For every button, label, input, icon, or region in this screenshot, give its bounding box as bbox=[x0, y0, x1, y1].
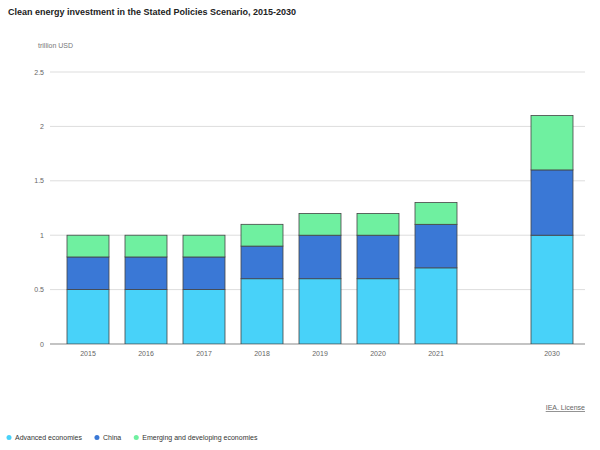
bar bbox=[241, 279, 283, 344]
grid-line bbox=[50, 72, 585, 73]
legend-marker bbox=[7, 435, 12, 440]
bar bbox=[125, 257, 167, 290]
bar bbox=[183, 290, 225, 344]
bar bbox=[67, 235, 109, 257]
y-tick-label: 0.5 bbox=[34, 286, 44, 293]
bars bbox=[67, 116, 573, 344]
title: Clean energy investment in the Stated Po… bbox=[8, 7, 296, 17]
grid-line bbox=[50, 180, 585, 181]
bar bbox=[299, 213, 341, 235]
x-tick-label: 2030 bbox=[544, 350, 560, 357]
x-tick-label: 2016 bbox=[138, 350, 154, 357]
y-tick-label: 2.5 bbox=[34, 69, 44, 76]
bar bbox=[415, 268, 457, 344]
x-tick-label: 2020 bbox=[370, 350, 386, 357]
bar bbox=[125, 235, 167, 257]
x-tick-label: 2017 bbox=[196, 350, 212, 357]
bar bbox=[531, 116, 573, 170]
y-axis-label: trillion USD bbox=[38, 42, 73, 49]
y-tick-label: 1.5 bbox=[34, 177, 44, 184]
chart: Clean energy investment in the Stated Po… bbox=[0, 0, 600, 450]
bar bbox=[415, 203, 457, 225]
y-tick-label: 0 bbox=[40, 341, 44, 348]
bar bbox=[299, 279, 341, 344]
x-tick-label: 2019 bbox=[312, 350, 328, 357]
x-tick-label: 2015 bbox=[80, 350, 96, 357]
bar bbox=[67, 290, 109, 344]
bar bbox=[357, 279, 399, 344]
y-tick-label: 2 bbox=[40, 123, 44, 130]
bar bbox=[531, 235, 573, 344]
bar bbox=[357, 235, 399, 279]
bar bbox=[299, 235, 341, 279]
legend-label: China bbox=[103, 434, 121, 441]
bar bbox=[183, 235, 225, 257]
bar bbox=[67, 257, 109, 290]
bar bbox=[125, 290, 167, 344]
source: IEA. License bbox=[546, 404, 585, 411]
legend-label: Emerging and developing economies bbox=[142, 434, 258, 442]
x-tick-label: 2021 bbox=[428, 350, 444, 357]
y-tick-label: 1 bbox=[40, 232, 44, 239]
bar bbox=[241, 246, 283, 279]
bar bbox=[357, 213, 399, 235]
bar bbox=[531, 170, 573, 235]
bar bbox=[241, 224, 283, 246]
legend-marker bbox=[134, 435, 139, 440]
bar bbox=[183, 257, 225, 290]
grid-line bbox=[50, 126, 585, 127]
bar bbox=[415, 224, 457, 268]
legend-label: Advanced economies bbox=[15, 434, 82, 441]
legend-marker bbox=[94, 435, 99, 440]
x-tick-label: 2018 bbox=[254, 350, 270, 357]
